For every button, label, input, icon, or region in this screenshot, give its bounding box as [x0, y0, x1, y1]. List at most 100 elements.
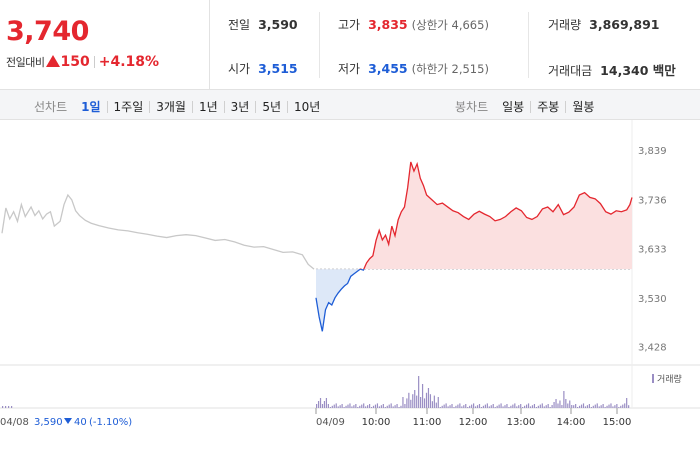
volume-bar	[565, 399, 567, 408]
volume-bar	[490, 405, 492, 408]
volume-bar	[412, 394, 414, 408]
tab-3y[interactable]: 3년	[223, 101, 256, 113]
volume-bar	[480, 407, 483, 408]
up-triangle-icon	[46, 55, 61, 67]
volume-bar	[594, 404, 596, 408]
volume-bar	[624, 403, 626, 408]
volume-bar	[512, 404, 514, 408]
volume-bar	[541, 403, 543, 408]
volume-bar	[465, 404, 467, 408]
line-chart-tabs: 선차트 1일 1주일 3개월 1년 3년 5년 10년	[34, 98, 326, 115]
volume-bar	[555, 399, 557, 408]
volume-bar	[588, 404, 590, 408]
volume-bar	[331, 405, 333, 408]
volume-bar	[553, 402, 555, 408]
volume-bar	[439, 407, 441, 408]
volume-bar	[514, 403, 516, 408]
volume-bar	[600, 405, 602, 408]
tab-weekly[interactable]: 주봉	[530, 101, 565, 113]
series-intraday-down	[315, 269, 365, 332]
change-summary: 전일대비 150 +4.18%	[6, 54, 159, 70]
volume-bar	[508, 407, 510, 408]
prev-close-label: 3,590	[34, 417, 63, 428]
volume-bar	[474, 406, 477, 408]
series-intraday-up	[359, 161, 633, 270]
volume-bar	[368, 404, 371, 408]
tab-1w[interactable]: 1주일	[106, 101, 150, 113]
tab-10y[interactable]: 10년	[287, 101, 326, 113]
chart-tabs: 선차트 1일 1주일 3개월 1년 3년 5년 10년 봉차트 일봉 주봉 월봉	[0, 90, 700, 120]
volume-bar	[425, 392, 428, 408]
series-prev-day	[1, 193, 315, 270]
volume-bar	[357, 407, 359, 408]
volume-bar	[510, 405, 512, 408]
divider	[528, 12, 529, 78]
volume-bar	[443, 404, 445, 408]
volume-bar	[612, 406, 614, 408]
chart-svg: 3,839 3,736 3,633 3,530 3,428 거래량 04/08 3,590 40…	[0, 120, 700, 428]
volume-bar	[339, 405, 341, 408]
volume-bar	[545, 405, 547, 408]
volume-bar	[2, 406, 4, 408]
x-tick-label: 12:00	[459, 417, 488, 428]
volume-bar	[551, 405, 553, 408]
stat-prev-close: 전일 3,590	[228, 16, 298, 33]
tab-1d[interactable]: 1일	[81, 100, 101, 114]
tab-3m[interactable]: 3개월	[149, 101, 192, 113]
volume-bar	[431, 401, 433, 408]
volume-bar	[461, 406, 463, 408]
volume-bar	[590, 407, 592, 408]
volume-bar	[628, 405, 630, 408]
volume-bar	[606, 405, 608, 408]
volume-bar	[429, 394, 432, 408]
volume-bar	[608, 404, 610, 408]
volume-bar	[400, 405, 402, 408]
volume-bar	[423, 398, 426, 408]
volume-bar	[582, 403, 585, 408]
stat-value: 3,515	[258, 61, 298, 76]
price-chart[interactable]: 3,839 3,736 3,633 3,530 3,428 거래량 04/08 3,590 40…	[0, 120, 700, 450]
volume-bar	[463, 405, 465, 408]
stat-sub: (하한가 2,515)	[411, 62, 489, 76]
volume-bar	[563, 391, 565, 408]
volume-bar	[372, 405, 375, 408]
volume-bar	[374, 404, 377, 408]
current-price: 3,740	[6, 16, 89, 47]
volume-bar	[543, 406, 545, 408]
volume-bar	[457, 404, 459, 408]
volume-bar	[471, 404, 473, 408]
volume-bar	[614, 405, 616, 408]
stat-label: 저가	[338, 62, 361, 76]
volume-bar	[351, 406, 353, 408]
stat-sub: (상한가 4,665)	[411, 18, 489, 32]
tab-daily[interactable]: 일봉	[502, 100, 525, 114]
prev-change-percent-label: (-1.10%)	[89, 417, 132, 428]
volume-bar	[616, 404, 618, 408]
volume-bar	[584, 406, 587, 408]
price-box: 3,740 전일대비 150 +4.18%	[0, 0, 210, 90]
stat-value: 3,590	[258, 17, 298, 32]
volume-bar	[445, 403, 447, 408]
stat-label: 거래대금	[548, 64, 593, 78]
volume-bar	[504, 405, 506, 408]
volume-bar	[323, 401, 326, 408]
volume-bar	[8, 406, 10, 408]
volume-bar	[449, 405, 451, 408]
volume-bar	[361, 404, 363, 408]
volume-bar	[567, 403, 569, 408]
volume-bar	[478, 404, 481, 408]
volume-bar	[435, 402, 437, 408]
tab-5y[interactable]: 5년	[255, 101, 287, 113]
stat-value: 14,340 백만	[600, 63, 676, 78]
y-tick-label: 3,530	[638, 294, 667, 305]
volume-bar	[404, 404, 406, 408]
volume-bar	[559, 400, 561, 408]
tab-monthly[interactable]: 월봉	[565, 101, 600, 113]
volume-bar	[535, 407, 537, 408]
volume-bar	[370, 407, 373, 408]
tab-1y[interactable]: 1년	[191, 101, 224, 113]
volume-bar	[622, 404, 624, 408]
stat-open: 시가 3,515	[228, 60, 298, 77]
volume-bar	[394, 405, 396, 408]
volume-bar	[577, 407, 579, 408]
